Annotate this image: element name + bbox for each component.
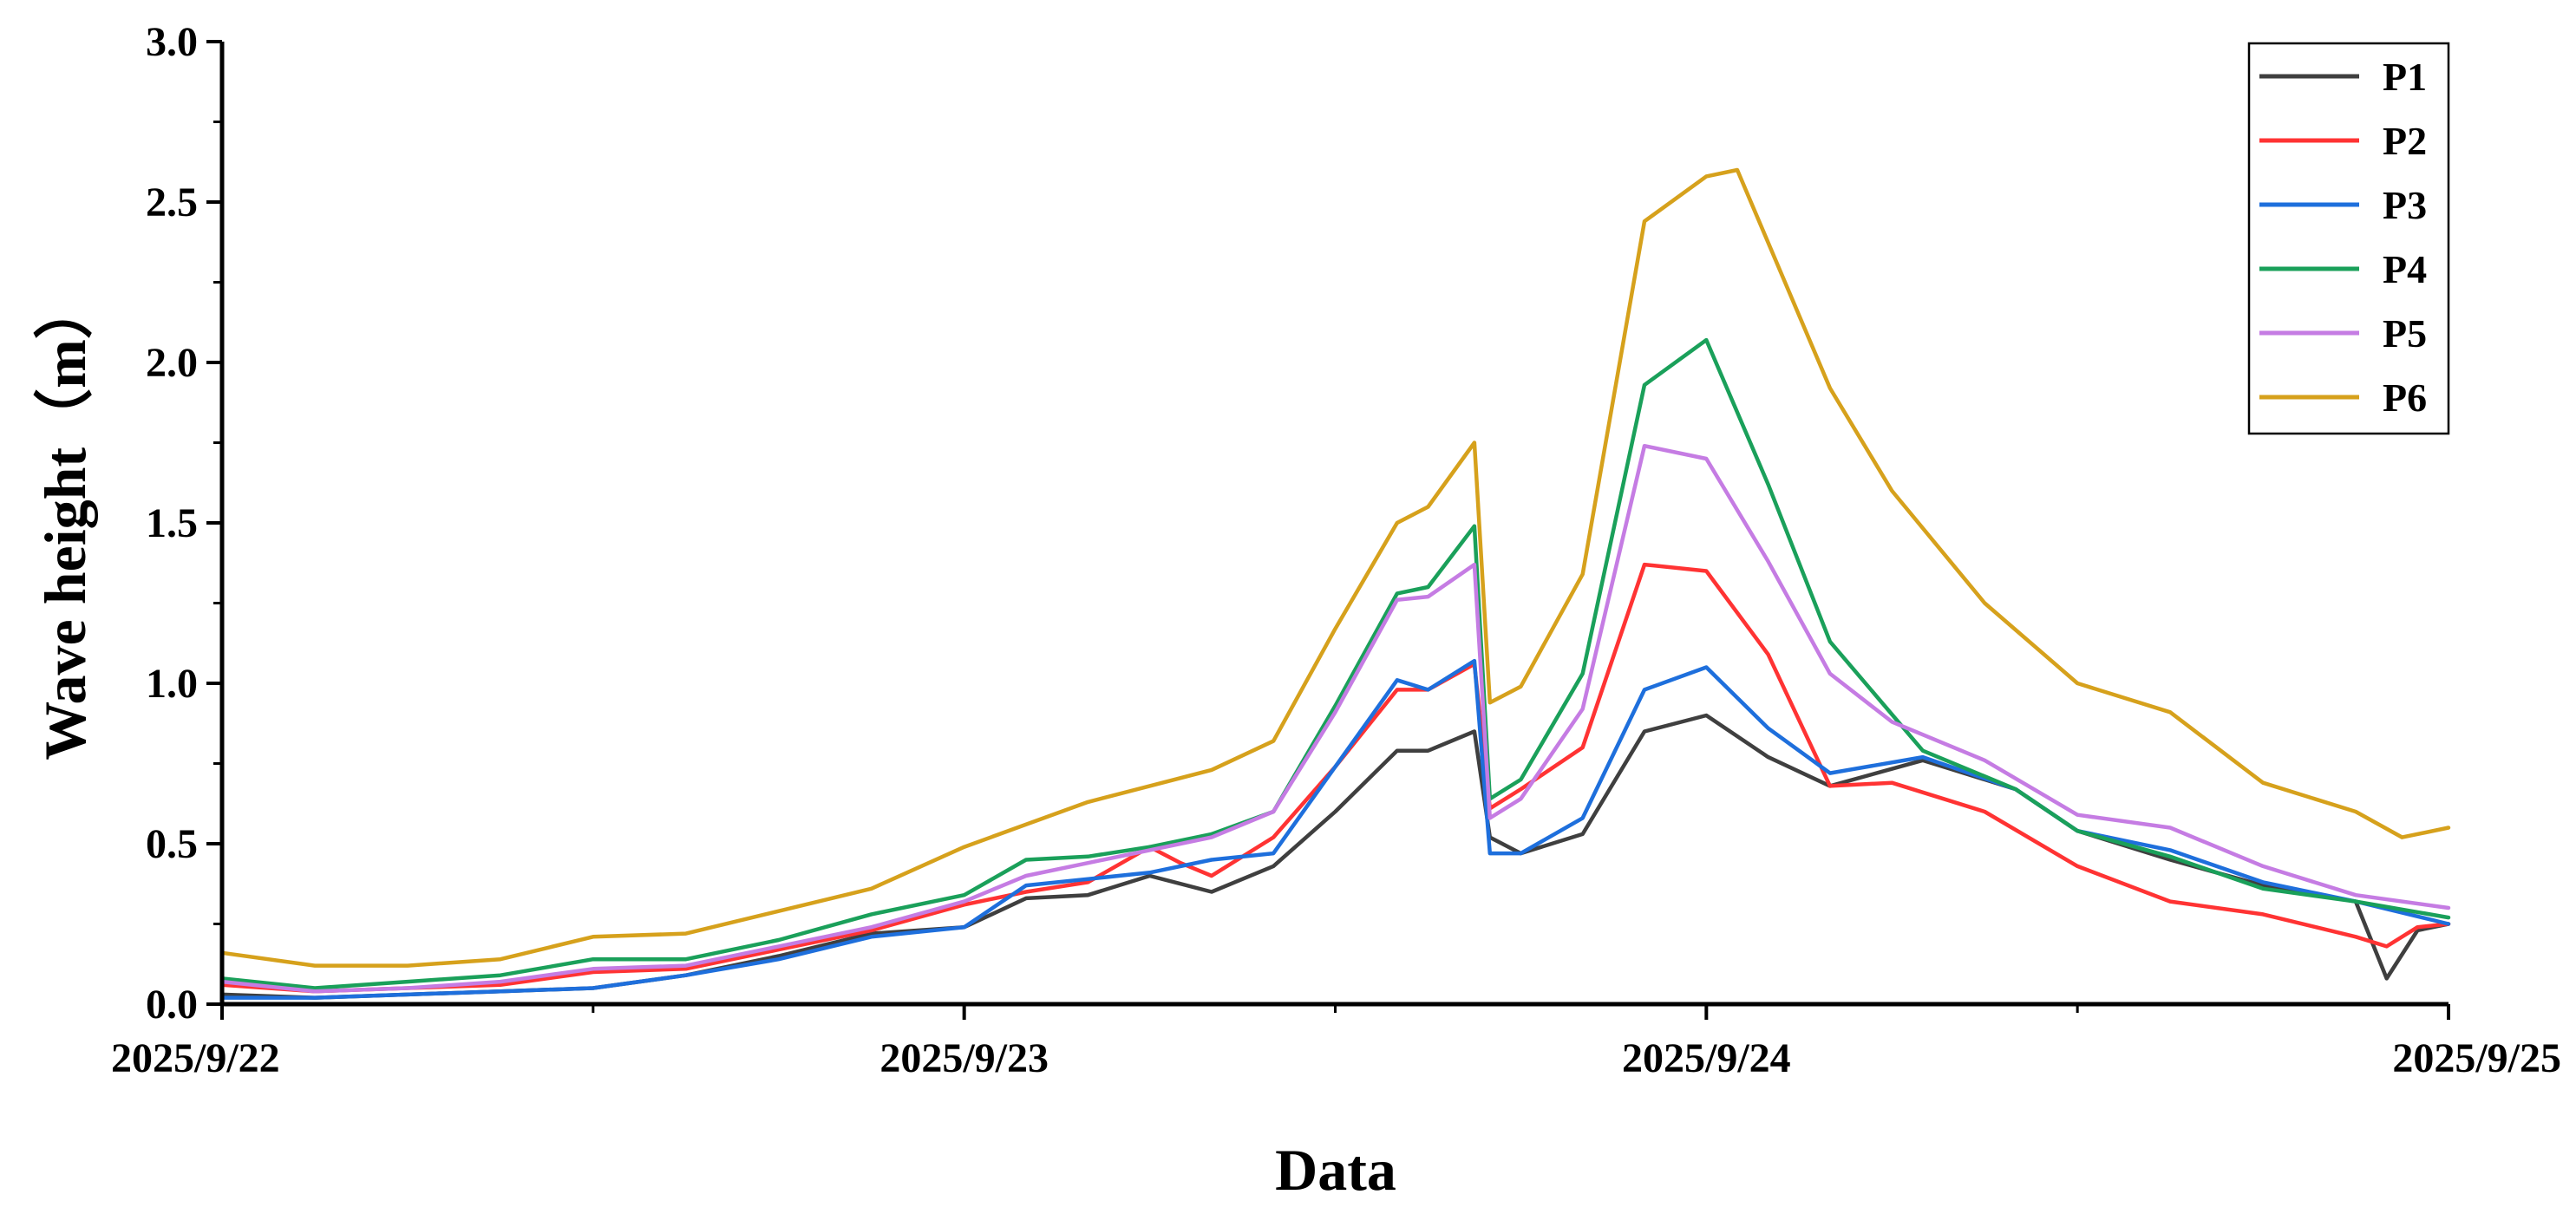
y-tick-label: 1.0: [146, 661, 198, 707]
x-tick-label: 2025/9/24: [1622, 1035, 1791, 1081]
x-tick-label: 2025/9/23: [879, 1035, 1049, 1081]
axes: [219, 42, 2449, 1007]
legend-label-p1: P1: [2383, 55, 2427, 99]
series-line-p6: [219, 167, 2451, 968]
legend-box: [2247, 42, 2450, 435]
y-tick-label: 2.0: [146, 340, 198, 386]
series-lines: [219, 167, 2451, 1000]
x-axis-title: Data: [1275, 1137, 1396, 1203]
legend-label-p2: P2: [2383, 119, 2427, 163]
y-tick-label: 1.5: [146, 500, 198, 546]
legend-label-p4: P4: [2383, 247, 2427, 291]
y-tick-label: 0.5: [146, 821, 198, 867]
legend: P1 P2 P3 P4 P5 P6: [2247, 42, 2450, 435]
x-ticks: 2025/9/22 2025/9/23 2025/9/24 2025/9/25: [111, 1004, 2561, 1081]
x-tick-label: 2025/9/25: [2392, 1035, 2561, 1081]
series-line-p4: [219, 337, 2451, 990]
series-line-p5: [219, 443, 2451, 994]
y-axis-title: Wave height（m）: [32, 280, 98, 760]
y-tick-label: 0.0: [146, 982, 198, 1028]
x-tick-label: 2025/9/22: [111, 1035, 280, 1081]
legend-label-p6: P6: [2383, 375, 2427, 420]
y-tick-label: 2.5: [146, 179, 198, 225]
legend-label-p3: P3: [2383, 183, 2427, 227]
legend-label-p5: P5: [2383, 311, 2427, 356]
series-line-p1: [219, 713, 2451, 1000]
y-tick-label: 3.0: [146, 19, 198, 65]
y-ticks: 0.0 0.5 1.0 1.5 2.0 2.5 3.0: [146, 19, 222, 1028]
